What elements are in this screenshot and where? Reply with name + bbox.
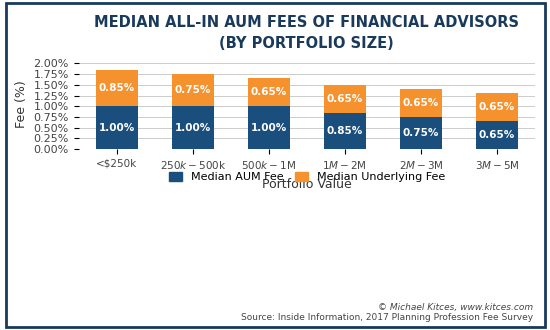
Title: MEDIAN ALL-IN AUM FEES OF FINANCIAL ADVISORS
(BY PORTFOLIO SIZE): MEDIAN ALL-IN AUM FEES OF FINANCIAL ADVI… — [95, 15, 519, 51]
Bar — [248, 106, 290, 149]
Y-axis label: Fee (%): Fee (%) — [15, 80, 28, 128]
Text: 1.00%: 1.00% — [174, 123, 211, 133]
Text: 1.00%: 1.00% — [98, 123, 135, 133]
Text: 0.65%: 0.65% — [251, 87, 287, 97]
Bar — [172, 74, 213, 106]
Bar — [400, 89, 442, 117]
Legend: Median AUM Fee, Median Underlying Fee: Median AUM Fee, Median Underlying Fee — [164, 167, 449, 187]
Text: 0.65%: 0.65% — [479, 130, 515, 140]
Text: 0.85%: 0.85% — [327, 126, 363, 136]
Bar — [96, 70, 138, 106]
Bar — [400, 117, 442, 149]
Bar — [324, 85, 366, 113]
Bar — [476, 93, 518, 121]
Bar — [248, 79, 290, 106]
Text: 0.65%: 0.65% — [403, 98, 439, 108]
Text: 0.65%: 0.65% — [479, 102, 515, 112]
Bar — [172, 106, 213, 149]
Bar — [476, 121, 518, 149]
Text: Source: Inside Information, 2017 Planning Profession Fee Survey: Source: Inside Information, 2017 Plannin… — [241, 313, 534, 322]
X-axis label: Portfolio Value: Portfolio Value — [262, 178, 351, 191]
Text: 0.75%: 0.75% — [174, 85, 211, 95]
Bar — [324, 113, 366, 149]
Text: 1.00%: 1.00% — [251, 123, 287, 133]
Text: 0.65%: 0.65% — [327, 94, 363, 104]
Bar — [96, 106, 138, 149]
Text: 0.75%: 0.75% — [403, 128, 439, 138]
Text: © Michael Kitces, www.kitces.com: © Michael Kitces, www.kitces.com — [378, 303, 534, 312]
Text: 0.85%: 0.85% — [98, 83, 135, 93]
